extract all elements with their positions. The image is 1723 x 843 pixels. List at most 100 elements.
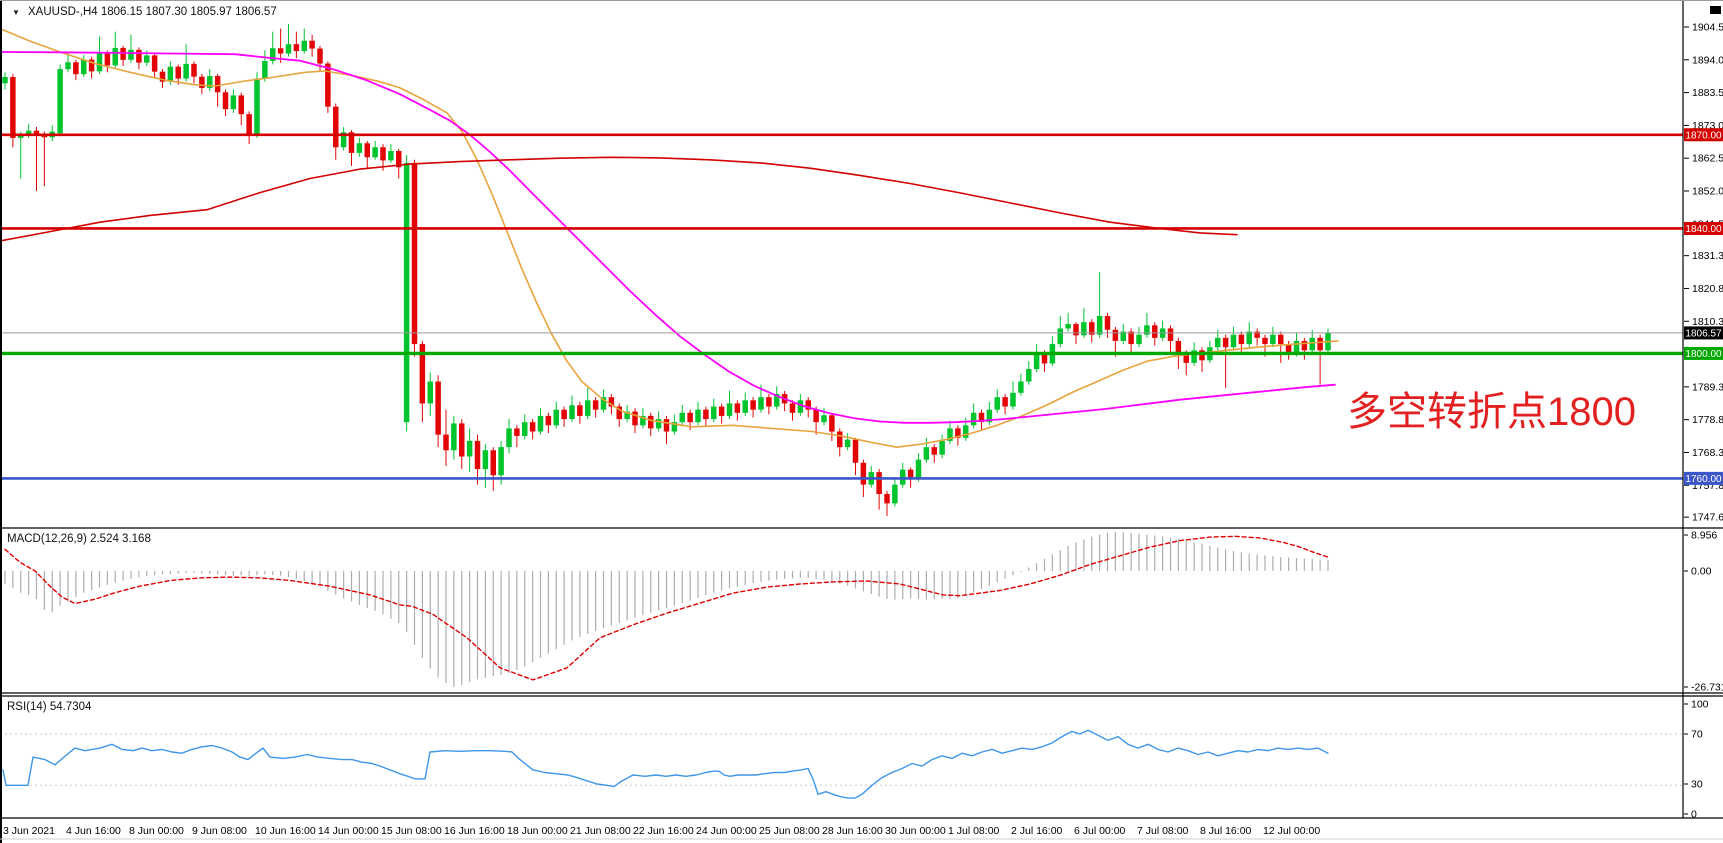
candle-up xyxy=(1144,325,1150,335)
candle-up xyxy=(1215,337,1221,348)
price-tick-label: 1789.30 xyxy=(1692,381,1723,393)
level-1760.00-badge-label: 1760.00 xyxy=(1685,474,1722,485)
level-1870.00-badge xyxy=(1684,128,1723,142)
candle-down xyxy=(907,469,914,479)
candle-up xyxy=(569,405,575,420)
candle-down xyxy=(151,55,158,72)
candle-down xyxy=(1278,334,1284,345)
candle-up xyxy=(844,439,851,448)
rsi-tick-label: 30 xyxy=(1691,779,1703,791)
candle-down xyxy=(561,409,567,420)
candle-up xyxy=(892,484,898,504)
candle-down xyxy=(955,428,961,438)
price-tick-label: 1768.30 xyxy=(1692,447,1723,459)
date-axis-label: 22 Jun 16:00 xyxy=(633,825,694,837)
candle-down xyxy=(608,397,615,407)
candle-down xyxy=(120,47,126,60)
date-axis-label: 16 Jun 16:00 xyxy=(444,825,505,837)
candle-up xyxy=(1136,334,1142,345)
candle-down xyxy=(1317,337,1323,351)
candle-up xyxy=(1293,340,1300,354)
candle-up xyxy=(695,409,701,423)
candle-down xyxy=(1238,334,1245,345)
candle-down xyxy=(829,415,835,432)
candle-down xyxy=(1199,350,1205,361)
rsi-indicator-label: RSI(14) 54.7304 xyxy=(7,701,92,713)
candle-down xyxy=(474,440,481,470)
candle-up xyxy=(1081,322,1087,336)
rsi-tick-label: 100 xyxy=(1691,699,1709,711)
candle-down xyxy=(88,59,95,72)
candle-down xyxy=(648,415,654,429)
candle-down xyxy=(545,415,552,426)
fast-ma-orange xyxy=(0,27,1339,449)
candle-up xyxy=(915,459,922,479)
candle-down xyxy=(1222,337,1229,348)
date-axis-label: 1 Jul 08:00 xyxy=(948,825,1000,837)
level-1840.00-badge xyxy=(1684,221,1723,235)
candle-down xyxy=(348,132,355,153)
candle-up xyxy=(482,450,489,470)
candle-down xyxy=(333,106,339,148)
candle-up xyxy=(403,162,410,423)
candle-up xyxy=(522,422,528,436)
rsi-line xyxy=(2,729,1329,799)
candle-down xyxy=(876,472,882,495)
candle-down xyxy=(293,44,300,52)
candle-up xyxy=(270,48,276,62)
date-axis-label: 9 Jun 08:00 xyxy=(192,825,247,837)
candle-up xyxy=(1230,334,1237,348)
candle-up xyxy=(1191,350,1197,363)
candle-down xyxy=(411,162,418,345)
macd-tick-label: 0.00 xyxy=(1691,566,1712,578)
candle-down xyxy=(1175,340,1182,354)
candle-up xyxy=(585,400,591,416)
candle-up xyxy=(1057,328,1063,345)
candle-down xyxy=(1073,324,1079,336)
candle-up xyxy=(986,409,993,423)
candle-up xyxy=(388,151,394,161)
date-axis-label: 4 Jun 16:00 xyxy=(66,825,121,837)
current-price-badge xyxy=(1684,326,1723,340)
candle-down xyxy=(136,49,142,63)
candle-up xyxy=(970,412,977,426)
candle-up xyxy=(167,66,174,82)
candle-down xyxy=(317,48,323,64)
candle-up xyxy=(624,411,630,420)
date-axis-label: 15 Jun 08:00 xyxy=(381,825,442,837)
candle-up xyxy=(1096,315,1103,335)
price-tick-label: 1820.80 xyxy=(1692,283,1723,295)
candle-down xyxy=(592,400,599,410)
candle-down xyxy=(632,411,638,426)
candle-up xyxy=(963,425,969,438)
symbol-dropdown-icon[interactable]: ▼ xyxy=(12,8,20,17)
price-scale-background xyxy=(1684,1,1723,843)
candle-down xyxy=(222,92,229,110)
candle-up xyxy=(25,130,32,135)
candle-down xyxy=(459,423,465,457)
level-1840.00-badge-label: 1840.00 xyxy=(1685,224,1722,235)
candle-up xyxy=(372,147,378,158)
candle-down xyxy=(435,381,441,435)
candle-up xyxy=(600,397,607,410)
candle-up xyxy=(466,440,473,457)
candle-down xyxy=(238,95,244,115)
candle-down xyxy=(529,422,536,432)
price-tick-label: 1873.00 xyxy=(1692,120,1723,132)
candle-up xyxy=(183,63,189,79)
candle-down xyxy=(277,48,284,54)
macd-indicator-label: MACD(12,26,9) 2.524 3.168 xyxy=(7,533,151,545)
candle-up xyxy=(994,397,1000,410)
candle-up xyxy=(1246,331,1252,345)
macd-signal-line xyxy=(4,535,1329,681)
candle-down xyxy=(766,397,772,407)
candle-down xyxy=(734,403,741,413)
candle-down xyxy=(41,135,48,138)
candle-up xyxy=(939,440,945,455)
candle-down xyxy=(687,412,693,423)
candle-down xyxy=(703,409,709,420)
chart-shift-marker xyxy=(1710,6,1721,14)
candle-down xyxy=(419,344,426,404)
